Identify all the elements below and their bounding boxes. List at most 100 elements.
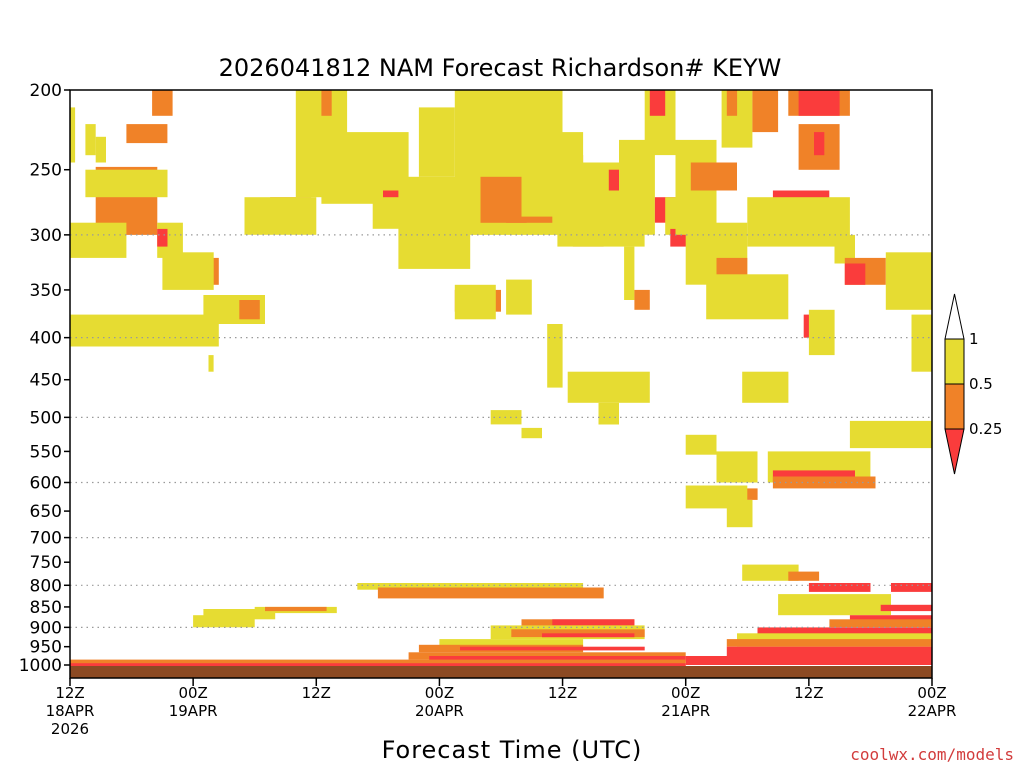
- x-tick-label-12-2: 19APR: [169, 702, 218, 720]
- chart-title: 2026041812 NAM Forecast Richardson# KEYW: [219, 54, 782, 82]
- ri-cell-42: [506, 279, 532, 315]
- ri-cell-116: [357, 583, 584, 590]
- ri-cell-101: [726, 499, 753, 528]
- ri-cell-14: [70, 314, 219, 347]
- ri-cell-0: [152, 90, 173, 116]
- x-tick-label-36-2: 20APR: [415, 702, 464, 720]
- ri-cell-9: [157, 228, 168, 247]
- ri-cell-128: [439, 639, 584, 647]
- y-tick-label-950: 950: [30, 638, 62, 658]
- ri-cell-109: [849, 615, 932, 624]
- ri-cell-131: [408, 652, 686, 660]
- ri-cell-91: [716, 451, 758, 483]
- y-tick-label-700: 700: [30, 529, 62, 549]
- ri-cell-77: [844, 263, 866, 285]
- colorbar-legend: 1 0.5 0.25: [944, 293, 1002, 475]
- ri-cell-47: [598, 402, 619, 425]
- ri-cell-56: [649, 90, 666, 116]
- ri-cell-120: [203, 609, 276, 620]
- ri-cell-62: [690, 162, 737, 191]
- ri-cell-103: [788, 571, 820, 581]
- ri-cell-74: [814, 132, 825, 156]
- ri-cell-122: [265, 606, 327, 612]
- x-tick-label-60-1: 00Z: [671, 684, 700, 702]
- y-tick-label-450: 450: [30, 371, 62, 391]
- x-tick-label-24-1: 12Z: [302, 684, 331, 702]
- ri-cell-83: [706, 274, 789, 320]
- y-tick-label-1000: 1000: [19, 656, 62, 676]
- heatmap-cells: [70, 90, 932, 670]
- plot-frame: [69, 89, 933, 679]
- y-tick-label-200: 200: [30, 81, 62, 101]
- ri-cell-68: [752, 90, 779, 133]
- y-tick-label-800: 800: [30, 576, 62, 596]
- ri-cell-67: [726, 90, 738, 116]
- x-tick-label-0-3: 2026: [51, 720, 89, 738]
- ri-cell-40: [454, 284, 496, 320]
- y-tick-label-300: 300: [30, 226, 62, 246]
- legend-label-1: 1: [969, 330, 979, 348]
- y-tick-label-650: 650: [30, 502, 62, 522]
- ri-cell-30: [418, 107, 455, 177]
- x-tick-label-72-1: 12Z: [794, 684, 823, 702]
- ri-cell-3: [85, 124, 96, 156]
- x-tick-label-0-1: 12Z: [55, 684, 84, 702]
- legend-swatch-orange: [944, 383, 965, 430]
- ri-cell-16: [239, 300, 260, 320]
- legend-label-2: 0.5: [969, 375, 993, 393]
- x-axis-title: Forecast Time (UTC): [382, 736, 643, 764]
- gridlines: [70, 234, 932, 629]
- ri-cell-96: [849, 420, 932, 449]
- ri-cell-1: [126, 124, 168, 144]
- ri-cell-107: [778, 594, 891, 616]
- ri-cell-19: [244, 197, 317, 235]
- y-tick-label-600: 600: [30, 473, 62, 493]
- ground-band: [70, 666, 932, 678]
- x-tick-label-36-1: 00Z: [425, 684, 454, 702]
- x-tick-label-12-1: 00Z: [178, 684, 207, 702]
- ri-cell-113: [726, 639, 932, 647]
- legend-label-3: 0.25: [969, 420, 1002, 438]
- ri-cell-114: [726, 646, 932, 656]
- ri-cell-72: [747, 197, 850, 247]
- x-tick-label-60-2: 21APR: [661, 702, 710, 720]
- ri-cell-108: [880, 604, 932, 612]
- x-tick-label-84-1: 00Z: [917, 684, 946, 702]
- x-tick-label-0-2: 18APR: [46, 702, 95, 720]
- ri-cell-89: [685, 434, 717, 455]
- ground-layer: [70, 666, 932, 678]
- legend-bottom-arrow: [944, 428, 965, 475]
- ri-cell-65: [716, 257, 748, 280]
- y-tick-label-550: 550: [30, 442, 62, 462]
- x-tick-label-84-2: 22APR: [908, 702, 957, 720]
- ri-cell-130: [460, 646, 645, 651]
- ri-cell-118: [377, 587, 604, 599]
- legend-swatch-yellow: [944, 338, 965, 385]
- ri-cell-124: [552, 619, 635, 626]
- ri-cell-85: [808, 309, 835, 356]
- ri-cell-115: [685, 656, 932, 665]
- y-axis: 200 250 300 350 400 450 500 550 600 650 700 750 8008…: [19, 81, 70, 676]
- ri-cell-75: [834, 234, 855, 264]
- credit-link[interactable]: coolwx.com/models: [850, 745, 1014, 764]
- ri-cell-43: [547, 324, 563, 388]
- y-tick-label-350: 350: [30, 281, 62, 301]
- ri-cell-53: [624, 246, 635, 300]
- ri-cell-104: [808, 583, 871, 592]
- ri-cell-70: [798, 90, 840, 116]
- ri-cell-11: [162, 252, 214, 290]
- y-tick-label-900: 900: [30, 618, 62, 638]
- ri-cell-102: [742, 564, 799, 581]
- ri-cell-133: [70, 659, 686, 667]
- ri-cell-105: [891, 583, 932, 592]
- ri-cell-44: [567, 371, 650, 403]
- ri-cell-126: [511, 629, 645, 638]
- y-tick-label-500: 500: [30, 408, 62, 428]
- y-tick-label-850: 850: [30, 598, 62, 618]
- ri-cell-7: [70, 222, 127, 258]
- ri-cell-111: [757, 627, 932, 636]
- ri-cell-24: [321, 90, 332, 116]
- y-tick-label-400: 400: [30, 329, 62, 349]
